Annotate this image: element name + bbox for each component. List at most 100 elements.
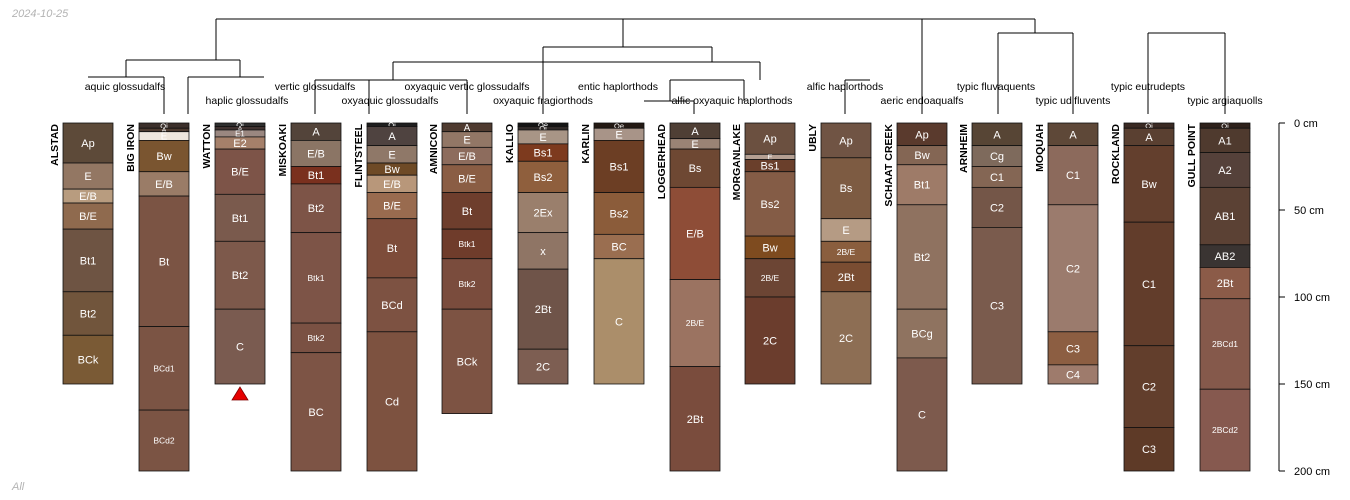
horizon-label: E — [539, 132, 546, 144]
horizon-label: Bw — [1141, 179, 1156, 191]
horizon-rect — [744, 122, 796, 155]
horizon-label: E — [615, 129, 622, 141]
horizon-label: E/B — [686, 228, 704, 240]
horizon-label: BCk — [457, 356, 478, 368]
horizon-label: A — [691, 126, 699, 138]
horizon-rect — [62, 228, 114, 293]
horizon-rect — [138, 195, 190, 327]
horizon-rect — [214, 193, 266, 242]
horizon-rect — [820, 157, 872, 220]
group-label: aeric endoaqualfs — [881, 95, 964, 107]
horizon-label: Oi — [160, 121, 168, 130]
horizon-rect — [1047, 364, 1099, 385]
horizon-label: E1 — [235, 129, 245, 138]
horizon-label: Bs1 — [610, 161, 629, 173]
horizon-label: 2C — [839, 333, 853, 345]
horizon-rect — [441, 258, 493, 310]
horizon-label: 2Bt — [687, 414, 704, 426]
horizon-label: Cg — [990, 151, 1004, 163]
footer-note: All — [12, 481, 25, 493]
profile-name: GULL POINT — [1186, 123, 1198, 187]
horizon-label: 2B/E — [837, 247, 856, 257]
horizon-label: A — [161, 126, 166, 135]
horizon-label: Ap — [81, 138, 94, 150]
horizon-rect — [62, 122, 114, 164]
horizon-label: C1 — [990, 172, 1004, 184]
group-label: alfic oxyaquic haplorthods — [672, 95, 793, 107]
horizon-rect — [366, 331, 418, 472]
horizon-label: Bt — [159, 256, 169, 268]
horizon-label: Bt2 — [232, 270, 249, 282]
horizon-label: A2 — [1218, 165, 1231, 177]
horizon-label: A — [993, 129, 1001, 141]
horizon-rect — [441, 308, 493, 414]
horizon-label: Bw — [914, 150, 929, 162]
horizon-label: E — [84, 171, 91, 183]
horizon-rect — [1199, 152, 1251, 188]
horizon-rect — [669, 366, 721, 472]
horizon-label: C1 — [1142, 279, 1156, 291]
horizon-rect — [62, 162, 114, 190]
horizon-rect — [896, 204, 948, 310]
horizon-label: 2BCd2 — [1212, 425, 1238, 435]
horizon-rect — [517, 348, 569, 385]
horizon-rect — [138, 326, 190, 411]
horizon-label: Btk2 — [458, 279, 475, 289]
horizon-label: Bt2 — [80, 308, 97, 320]
group-label: entic haplorthods — [578, 81, 658, 93]
horizon-rect — [138, 139, 190, 173]
horizon-label: x — [540, 246, 546, 258]
horizon-label: Btk2 — [307, 333, 324, 343]
horizon-rect — [214, 308, 266, 385]
depth-axis-label: 50 cm — [1294, 205, 1324, 217]
horizon-label: C3 — [990, 301, 1004, 313]
horizon-label: E — [161, 132, 168, 143]
horizon-label: Btk1 — [458, 239, 475, 249]
horizon-label: Ap — [915, 129, 928, 141]
horizon-rect — [971, 226, 1023, 385]
horizon-label: C — [918, 409, 926, 421]
horizon-label: C4 — [1066, 369, 1080, 381]
group-label: alfic haplorthods — [807, 81, 883, 93]
horizon-label: AB1 — [1215, 211, 1236, 223]
date-label: 2024-10-25 — [12, 8, 69, 20]
horizon-label: B/E — [79, 211, 97, 223]
horizon-label: Ap — [839, 135, 852, 147]
horizon-rect — [138, 171, 190, 197]
horizon-rect — [1199, 127, 1251, 153]
horizon-label: Bs — [689, 163, 702, 175]
bedrock-marker — [231, 386, 249, 401]
depth-axis-label: 0 cm — [1294, 118, 1318, 130]
profile-name: UBLY — [807, 124, 819, 152]
horizon-label: Oi — [388, 120, 396, 129]
horizon-label: BCd1 — [153, 363, 175, 373]
horizon-rect — [1047, 204, 1099, 333]
horizon-rect — [896, 164, 948, 206]
horizon-label: A — [312, 127, 320, 139]
profile-name: KARLIN — [580, 124, 592, 164]
horizon-label: Bt — [462, 206, 472, 218]
horizon-label: Bs — [840, 183, 853, 195]
horizon-label: Btk1 — [307, 273, 324, 283]
group-label: haplic glossudalfs — [206, 95, 289, 107]
horizon-label: C2 — [990, 202, 1004, 214]
horizon-label: BCd2 — [153, 436, 175, 446]
horizon-label: Bt1 — [914, 180, 931, 192]
horizon-label: C2 — [1142, 382, 1156, 394]
horizon-label: E/B — [458, 151, 476, 163]
horizon-rect — [1123, 221, 1175, 347]
horizon-label: Bs1 — [761, 161, 780, 173]
horizon-label: Bs2 — [761, 199, 780, 211]
horizon-rect — [593, 233, 645, 260]
horizon-rect — [820, 291, 872, 385]
profile-name: WATTON — [201, 124, 213, 169]
horizon-label: AB2 — [1215, 251, 1236, 263]
horizon-rect — [669, 148, 721, 188]
horizon-label: E — [388, 149, 395, 161]
horizon-rect — [441, 164, 493, 193]
profile-name: ROCKLAND — [1110, 124, 1122, 184]
horizon-label: Bw — [156, 151, 171, 163]
horizon-label: A — [388, 131, 396, 143]
profile-name: BIG IRON — [125, 124, 137, 172]
